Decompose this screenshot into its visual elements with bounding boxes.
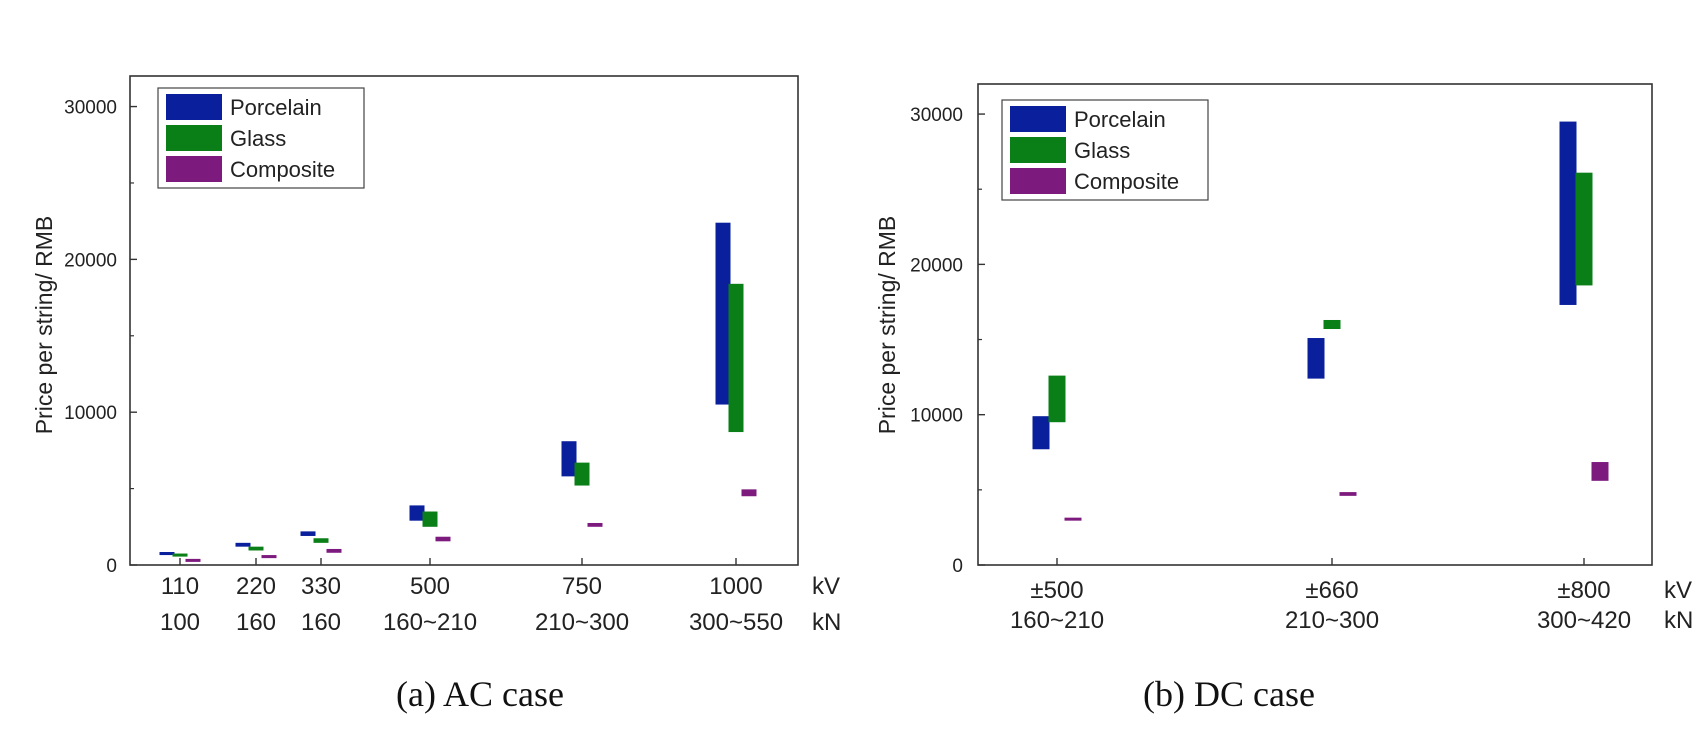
y-tick-label: 20000 xyxy=(64,250,117,271)
legend-label: Glass xyxy=(1074,138,1130,163)
legend-swatch-glass xyxy=(166,125,222,151)
x-unit-label-kv: kV xyxy=(1664,577,1692,604)
x-tick-label-kn: 160~210 xyxy=(1010,607,1104,634)
bar-composite xyxy=(1339,492,1357,496)
x-tick-label-kv: 1000 xyxy=(709,573,762,600)
y-tick-label: 10000 xyxy=(910,406,963,427)
x-tick-label-kv: 220 xyxy=(236,573,276,600)
x-tick-label-kn: 160 xyxy=(236,609,276,636)
bar-glass xyxy=(422,511,438,527)
bar-composite xyxy=(435,536,451,542)
bar-composite xyxy=(1064,517,1082,521)
bar-composite xyxy=(587,522,603,527)
bar-glass xyxy=(248,546,264,551)
chart-dc-case: 0 10000 20000 30000 Price per string/ RMB ±50… xyxy=(874,83,1692,714)
legend-swatch-porcelain xyxy=(1010,106,1066,132)
y-tick-label: 10000 xyxy=(64,403,117,424)
legend-label: Composite xyxy=(230,157,335,182)
x-tick-label-kv: 330 xyxy=(301,573,341,600)
bar-glass xyxy=(728,283,744,433)
bar-porcelain xyxy=(300,531,316,536)
bar-porcelain xyxy=(1559,121,1577,305)
y-axis-label: Price per string/ RMB xyxy=(31,216,57,435)
x-tick-label-kn: 300~550 xyxy=(689,609,783,636)
y-tick-label: 30000 xyxy=(64,98,117,119)
x-tick-label-kn: 100 xyxy=(160,609,200,636)
plot-frame xyxy=(129,75,799,566)
x-unit-label-kn: kN xyxy=(1664,607,1692,634)
x-tick-label-kv: 110 xyxy=(161,573,199,600)
y-tick-label: 20000 xyxy=(910,255,963,276)
x-tick-label-kv: ±500 xyxy=(1030,577,1083,604)
x-tick-label-kv: 750 xyxy=(562,573,602,600)
bar-glass xyxy=(172,553,188,557)
x-tick-label-kn: 300~420 xyxy=(1537,607,1631,634)
bar-porcelain xyxy=(235,542,251,547)
bar-composite xyxy=(326,548,342,553)
legend-label: Glass xyxy=(230,126,286,151)
y-tick-label: 0 xyxy=(106,556,117,577)
legend-label: Composite xyxy=(1074,169,1179,194)
bar-composite xyxy=(261,555,277,559)
legend-swatch-porcelain xyxy=(166,94,222,120)
x-tick-label-kv: ±800 xyxy=(1557,577,1610,604)
x-tick-label-kn: 210~300 xyxy=(535,609,629,636)
x-tick-label-kn: 160~210 xyxy=(383,609,477,636)
bar-composite xyxy=(1591,462,1609,481)
legend-swatch-composite xyxy=(166,156,222,182)
legend-label: Porcelain xyxy=(230,95,322,120)
figure-caption: (a) AC case xyxy=(396,674,564,714)
x-unit-label-kn: kN xyxy=(812,609,841,636)
bar-glass xyxy=(313,538,329,543)
bar-composite xyxy=(741,489,757,497)
bar-composite xyxy=(185,558,201,562)
bar-porcelain xyxy=(715,222,731,405)
legend-swatch-glass xyxy=(1010,137,1066,163)
x-unit-label-kv: kV xyxy=(812,573,840,600)
x-tick-label-kv: 500 xyxy=(410,573,450,600)
bar-glass xyxy=(1575,172,1593,286)
bar-glass xyxy=(574,462,590,486)
y-tick-label: 30000 xyxy=(910,105,963,126)
y-tick-label: 0 xyxy=(952,556,963,577)
plot-frame xyxy=(977,83,1653,566)
figure-caption: (b) DC case xyxy=(1143,674,1315,714)
x-tick-label-kn: 160 xyxy=(301,609,341,636)
bar-glass xyxy=(1048,375,1066,423)
bar-porcelain xyxy=(409,505,425,521)
legend-label: Porcelain xyxy=(1074,107,1166,132)
bar-glass xyxy=(1323,319,1341,330)
bar-porcelain xyxy=(159,552,175,556)
bar-porcelain xyxy=(1307,338,1325,379)
bar-porcelain xyxy=(1032,416,1050,450)
legend-swatch-composite xyxy=(1010,168,1066,194)
x-tick-label-kv: ±660 xyxy=(1305,577,1358,604)
chart-ac-case: 0 10000 20000 30000 Price per string/ RMB 110… xyxy=(31,75,841,714)
y-axis-label: Price per string/ RMB xyxy=(874,216,900,435)
x-tick-label-kn: 210~300 xyxy=(1285,607,1379,634)
bar-porcelain xyxy=(561,441,577,477)
